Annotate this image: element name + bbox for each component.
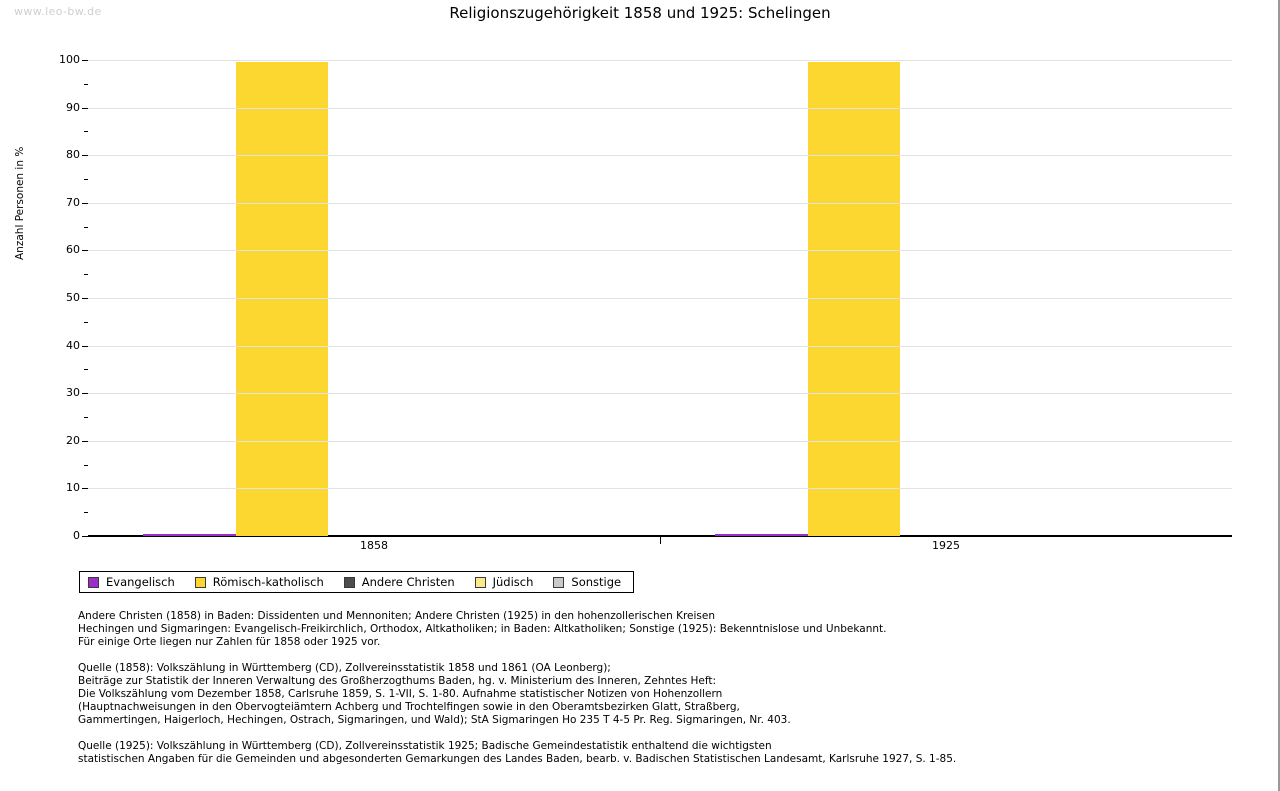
y-tick-label: 50: [66, 291, 80, 304]
y-tick-minor: [84, 464, 88, 466]
x-axis-category-separator: [660, 535, 661, 544]
footnote-source-1858-line: (Hauptnachweisungen in den Obervogteiämt…: [78, 701, 740, 713]
y-tick-minor: [84, 274, 88, 276]
y-tick-label: 90: [66, 100, 80, 114]
footnote-block-definitions: Andere Christen (1858) in Baden: Disside…: [78, 610, 886, 649]
footnote-source-1858-line: Beiträge zur Statistik der Inneren Verwa…: [78, 675, 717, 687]
legend-item-andere-christen[interactable]: Andere Christen: [343, 575, 455, 589]
y-tick-minor: [84, 321, 88, 323]
y-tick-minor: [84, 83, 88, 85]
legend-swatch-icon: [474, 576, 486, 588]
footnote-source-1925-line: statistischen Angaben für die Gemeinden …: [78, 753, 957, 765]
y-tick-major: [82, 298, 88, 299]
y-tick-label: 40: [66, 338, 80, 352]
footnote-definition-line: Für einige Orte liegen nur Zahlen für 18…: [78, 636, 381, 648]
y-tick-label: 30: [66, 386, 80, 400]
legend-swatch-icon: [343, 576, 355, 588]
gridline: [88, 202, 1232, 204]
footnote-source-1858-line: Gammertingen, Haigerloch, Hechingen, Ost…: [78, 714, 791, 726]
legend-item-r-misch-katholisch[interactable]: Römisch-katholisch: [194, 575, 324, 589]
y-tick-minor: [84, 512, 88, 514]
y-tick-major: [82, 488, 88, 490]
x-axis-category-label: 1925: [932, 539, 960, 552]
y-tick-major: [82, 250, 88, 252]
legend-item-label: Römisch-katholisch: [212, 575, 324, 589]
y-tick-label: 80: [66, 148, 80, 162]
y-tick-major: [82, 393, 88, 395]
legend-item-label: Andere Christen: [361, 575, 455, 589]
x-axis-category-label: 1858: [360, 539, 388, 552]
y-tick-label: 60: [66, 243, 80, 257]
y-tick-minor: [84, 417, 88, 418]
gridline: [88, 488, 1232, 490]
gridline: [88, 107, 1232, 109]
footnote-block-source-1858: Quelle (1858): Volkszählung in Württembe…: [78, 662, 791, 727]
legend-item-label: Evangelisch: [106, 575, 175, 589]
plot-area: [88, 60, 1232, 536]
bar-1925-evangelisch: [715, 533, 808, 536]
y-tick-major: [82, 536, 88, 537]
y-tick-label: 10: [66, 481, 80, 495]
footnote-source-1858-line: Die Volkszählung vom Dezember 1858, Carl…: [78, 688, 723, 700]
legend-swatch-icon: [553, 576, 565, 588]
gridline: [88, 345, 1232, 347]
y-tick-minor: [84, 369, 88, 371]
y-tick-major: [82, 107, 88, 109]
gridline: [88, 298, 1232, 299]
bar-1925-r-misch-katholisch: [807, 62, 900, 536]
legend-item-sonstige[interactable]: Sonstige: [553, 575, 621, 589]
gridline: [88, 60, 1232, 61]
y-axis-label: Anzahl Personen in %: [0, 60, 26, 536]
y-tick-minor: [84, 179, 88, 180]
y-tick-major: [82, 155, 88, 157]
footnote-source-1925-line: Quelle (1925): Volkszählung in Württembe…: [78, 740, 772, 752]
footnote-block-source-1925: Quelle (1925): Volkszählung in Württembe…: [78, 740, 956, 766]
legend-item-j-disch[interactable]: Jüdisch: [474, 575, 534, 589]
gridline: [88, 393, 1232, 395]
y-tick-label: 20: [66, 433, 80, 447]
y-tick-minor: [84, 226, 88, 228]
gridline: [88, 250, 1232, 252]
y-tick-minor: [84, 131, 88, 133]
bar-1858-evangelisch: [143, 533, 236, 536]
bar-1858-r-misch-katholisch: [235, 62, 328, 536]
gridline: [88, 155, 1232, 157]
legend-swatch-icon: [194, 576, 206, 588]
watermark: www.leo-bw.de: [14, 5, 102, 18]
legend-swatch-icon: [88, 576, 99, 588]
page-title: Religionszugehörigkeit 1858 und 1925: Sc…: [449, 4, 831, 22]
footnote-definition-line: Hechingen und Sigmaringen: Evangelisch-F…: [78, 623, 887, 635]
y-tick-major: [82, 202, 88, 204]
gridline: [88, 440, 1232, 442]
legend-item-evangelisch[interactable]: Evangelisch: [88, 575, 175, 589]
footnote-definition-line: Andere Christen (1858) in Baden: Disside…: [78, 610, 715, 622]
y-tick-label: 70: [66, 195, 80, 209]
y-tick-major: [82, 440, 88, 442]
y-tick-major: [82, 60, 88, 61]
footnote-source-1858-line: Quelle (1858): Volkszählung in Württembe…: [78, 662, 611, 674]
y-tick-major: [82, 345, 88, 347]
y-tick-label: 100: [59, 53, 80, 66]
y-tick-label: 0: [73, 529, 80, 542]
legend-item-label: Sonstige: [571, 575, 622, 589]
legend-item-label: Jüdisch: [492, 575, 534, 589]
legend: Evangelisch Römisch-katholisch Andere Chri…: [79, 571, 635, 593]
